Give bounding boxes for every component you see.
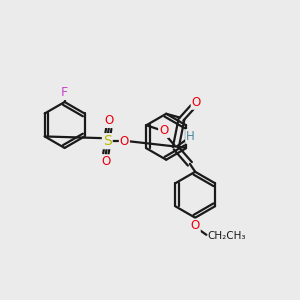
Text: O: O <box>120 135 129 148</box>
Text: O: O <box>190 220 200 232</box>
Text: O: O <box>192 96 201 109</box>
Text: O: O <box>159 124 168 137</box>
Text: H: H <box>186 130 195 143</box>
Text: O: O <box>104 114 113 127</box>
Text: S: S <box>103 134 112 148</box>
Text: F: F <box>61 86 68 99</box>
Text: O: O <box>101 155 110 168</box>
Text: CH₂CH₃: CH₂CH₃ <box>208 231 246 241</box>
